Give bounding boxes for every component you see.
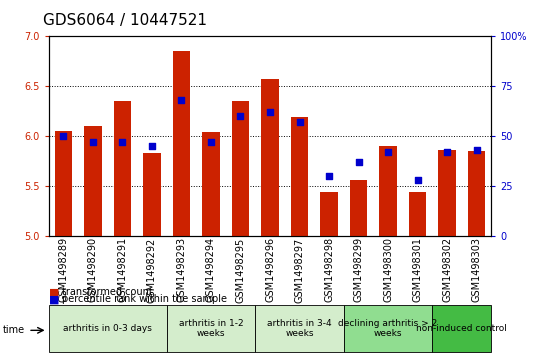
Text: GDS6064 / 10447521: GDS6064 / 10447521 bbox=[43, 13, 207, 28]
Bar bbox=[438, 150, 456, 236]
Bar bbox=[409, 192, 427, 236]
Text: ■: ■ bbox=[49, 287, 59, 297]
Text: ■: ■ bbox=[49, 294, 59, 305]
Bar bbox=[261, 79, 279, 236]
Bar bbox=[344, 305, 433, 352]
Bar bbox=[379, 146, 397, 236]
Bar bbox=[143, 153, 161, 236]
Point bbox=[177, 97, 186, 103]
Bar bbox=[232, 101, 249, 236]
Bar bbox=[320, 192, 338, 236]
Point bbox=[384, 149, 393, 155]
Point bbox=[325, 173, 333, 179]
Bar bbox=[167, 305, 255, 352]
Point bbox=[89, 139, 97, 145]
Bar bbox=[55, 131, 72, 236]
Text: declining arthritis > 2
weeks: declining arthritis > 2 weeks bbox=[339, 319, 438, 338]
Bar bbox=[84, 126, 102, 236]
Bar bbox=[291, 117, 308, 236]
Bar bbox=[350, 180, 367, 236]
Bar bbox=[113, 101, 131, 236]
Text: time: time bbox=[3, 325, 25, 335]
Text: non-induced control: non-induced control bbox=[416, 324, 507, 333]
Point bbox=[207, 139, 215, 145]
Text: transformed count: transformed count bbox=[62, 287, 153, 297]
Point bbox=[413, 177, 422, 183]
Point bbox=[295, 119, 304, 125]
Point bbox=[118, 139, 127, 145]
Bar bbox=[202, 132, 220, 236]
Point bbox=[236, 113, 245, 119]
Bar bbox=[255, 305, 344, 352]
Text: arthritis in 1-2
weeks: arthritis in 1-2 weeks bbox=[179, 319, 244, 338]
Text: arthritis in 3-4
weeks: arthritis in 3-4 weeks bbox=[267, 319, 332, 338]
Point bbox=[147, 143, 156, 149]
Point bbox=[59, 133, 68, 139]
Point bbox=[472, 147, 481, 153]
Point bbox=[266, 109, 274, 115]
Bar bbox=[49, 305, 167, 352]
Point bbox=[443, 149, 451, 155]
Bar bbox=[468, 151, 485, 236]
Bar bbox=[433, 305, 491, 352]
Text: arthritis in 0-3 days: arthritis in 0-3 days bbox=[63, 324, 152, 333]
Text: percentile rank within the sample: percentile rank within the sample bbox=[62, 294, 227, 305]
Point bbox=[354, 159, 363, 165]
Bar bbox=[173, 51, 190, 236]
